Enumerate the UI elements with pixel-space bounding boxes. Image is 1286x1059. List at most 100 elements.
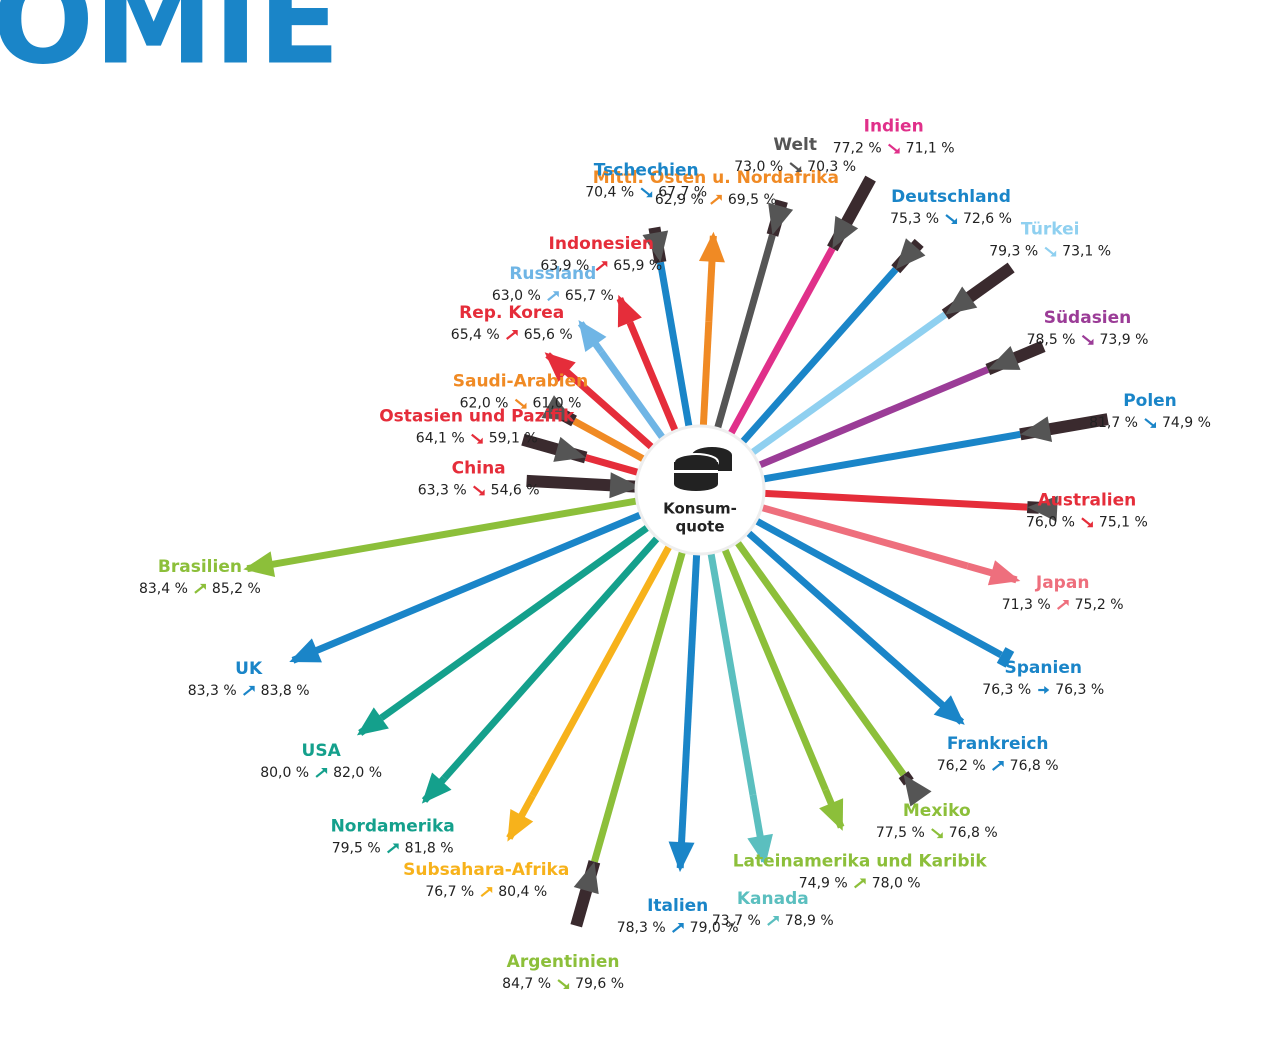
end-value: 78,0 % xyxy=(872,875,921,891)
region-name: Spanien xyxy=(1005,658,1082,678)
end-value: 79,0 % xyxy=(690,920,739,936)
arrow-head xyxy=(544,352,576,382)
start-value: 76,3 % xyxy=(982,682,1031,698)
direction-tip xyxy=(795,165,802,172)
direction-icon xyxy=(1081,517,1093,528)
end-value: 85,2 % xyxy=(212,581,261,597)
direction-icon xyxy=(1038,686,1050,695)
arrow-head xyxy=(768,202,794,236)
region-name: Indien xyxy=(864,116,924,136)
arrow-head xyxy=(243,551,276,578)
center-label: quote xyxy=(675,518,724,536)
start-value: 77,2 % xyxy=(833,140,882,156)
arrow-shaft xyxy=(269,486,701,569)
start-value: 76,2 % xyxy=(937,758,986,774)
arrow-head xyxy=(553,436,586,462)
direction-icon xyxy=(315,767,328,778)
arrow-head xyxy=(698,231,725,263)
start-value: 80,0 % xyxy=(260,765,309,781)
direction-icon xyxy=(1144,418,1156,428)
start-value: 84,7 % xyxy=(502,976,551,992)
arrows xyxy=(243,175,1109,928)
direction-tip xyxy=(859,878,866,885)
arrow-head xyxy=(895,238,926,270)
end-value: 80,4 % xyxy=(498,884,547,900)
end-value: 76,8 % xyxy=(1010,758,1059,774)
direction-tip xyxy=(199,583,206,590)
start-value: 71,3 % xyxy=(1002,597,1051,613)
region-name: Russland xyxy=(509,264,596,284)
direction-icon xyxy=(386,843,399,854)
arrow-head xyxy=(945,286,978,315)
region-name: Indonesien xyxy=(549,234,655,254)
arrow-head xyxy=(1020,416,1053,443)
arrow-head xyxy=(356,707,389,736)
direction-icon xyxy=(945,214,958,224)
start-value: 77,5 % xyxy=(876,825,925,841)
region-name: Italien xyxy=(647,896,708,916)
start-value: 83,4 % xyxy=(139,581,188,597)
start-value: 70,4 % xyxy=(585,184,634,200)
end-value: 69,5 % xyxy=(728,192,777,208)
arrow-head xyxy=(933,695,965,725)
region-name: Kanada xyxy=(737,889,809,909)
direction-icon xyxy=(472,485,485,496)
direction-icon xyxy=(789,162,802,172)
start-value: 78,3 % xyxy=(617,920,666,936)
arrow-head xyxy=(987,560,1021,586)
region-name: Argentinien xyxy=(507,952,620,972)
region-name: UK xyxy=(235,659,263,679)
end-value: 73,9 % xyxy=(1100,332,1149,348)
direction-tip xyxy=(1087,338,1094,345)
arrow-head xyxy=(507,809,534,842)
region-name: USA xyxy=(302,741,342,761)
direction-tip xyxy=(951,217,958,224)
end-value: 65,6 % xyxy=(524,327,573,343)
region-name: Frankreich xyxy=(947,734,1049,754)
end-value: 67,7 % xyxy=(658,184,707,200)
direction-icon xyxy=(242,685,255,696)
direction-icon xyxy=(1081,334,1094,345)
start-value: 76,7 % xyxy=(425,884,474,900)
arrow-head xyxy=(289,638,322,663)
direction-icon xyxy=(194,583,206,594)
end-value: 75,2 % xyxy=(1075,597,1124,613)
direction-icon xyxy=(931,828,943,839)
direction-icon xyxy=(991,761,1004,771)
start-value: 78,5 % xyxy=(1027,332,1076,348)
direction-tip xyxy=(893,147,900,154)
region-name: Rep. Korea xyxy=(459,303,564,323)
end-value: 81,8 % xyxy=(405,841,454,857)
end-value: 76,3 % xyxy=(1055,682,1104,698)
direction-icon xyxy=(547,291,559,302)
end-value: 78,9 % xyxy=(785,913,834,929)
region-name: Lateinamerika und Karibik xyxy=(733,851,988,871)
start-value: 65,4 % xyxy=(451,327,500,343)
region-name: Deutschland xyxy=(891,187,1011,207)
direction-icon xyxy=(710,194,722,205)
end-value: 59,1 % xyxy=(489,431,538,447)
arrow-head xyxy=(541,395,575,422)
end-value: 71,1 % xyxy=(906,140,955,156)
direction-tip xyxy=(552,291,559,298)
arrow-head xyxy=(903,774,932,807)
direction-tip xyxy=(520,402,527,409)
start-value: 75,3 % xyxy=(890,211,939,227)
direction-icon xyxy=(854,878,866,889)
end-value: 79,6 % xyxy=(575,976,624,992)
arrow-head xyxy=(668,841,695,873)
direction-icon xyxy=(1044,246,1057,257)
direction-tip xyxy=(936,832,943,839)
direction-tip xyxy=(511,330,518,337)
direction-icon xyxy=(640,187,653,198)
region-name: China xyxy=(452,458,506,478)
arrow-head xyxy=(1027,495,1058,522)
arrow-head xyxy=(642,230,669,263)
direction-tip xyxy=(321,767,328,774)
end-value: 65,9 % xyxy=(613,258,662,274)
region-name: Subsahara-Afrika xyxy=(403,860,569,880)
labels: Mittl. Osten u. Nordafrika 62,9 % 69,5 % We… xyxy=(139,116,1211,992)
arrow-shaft xyxy=(297,486,702,662)
end-value: 61,0 % xyxy=(533,396,582,412)
